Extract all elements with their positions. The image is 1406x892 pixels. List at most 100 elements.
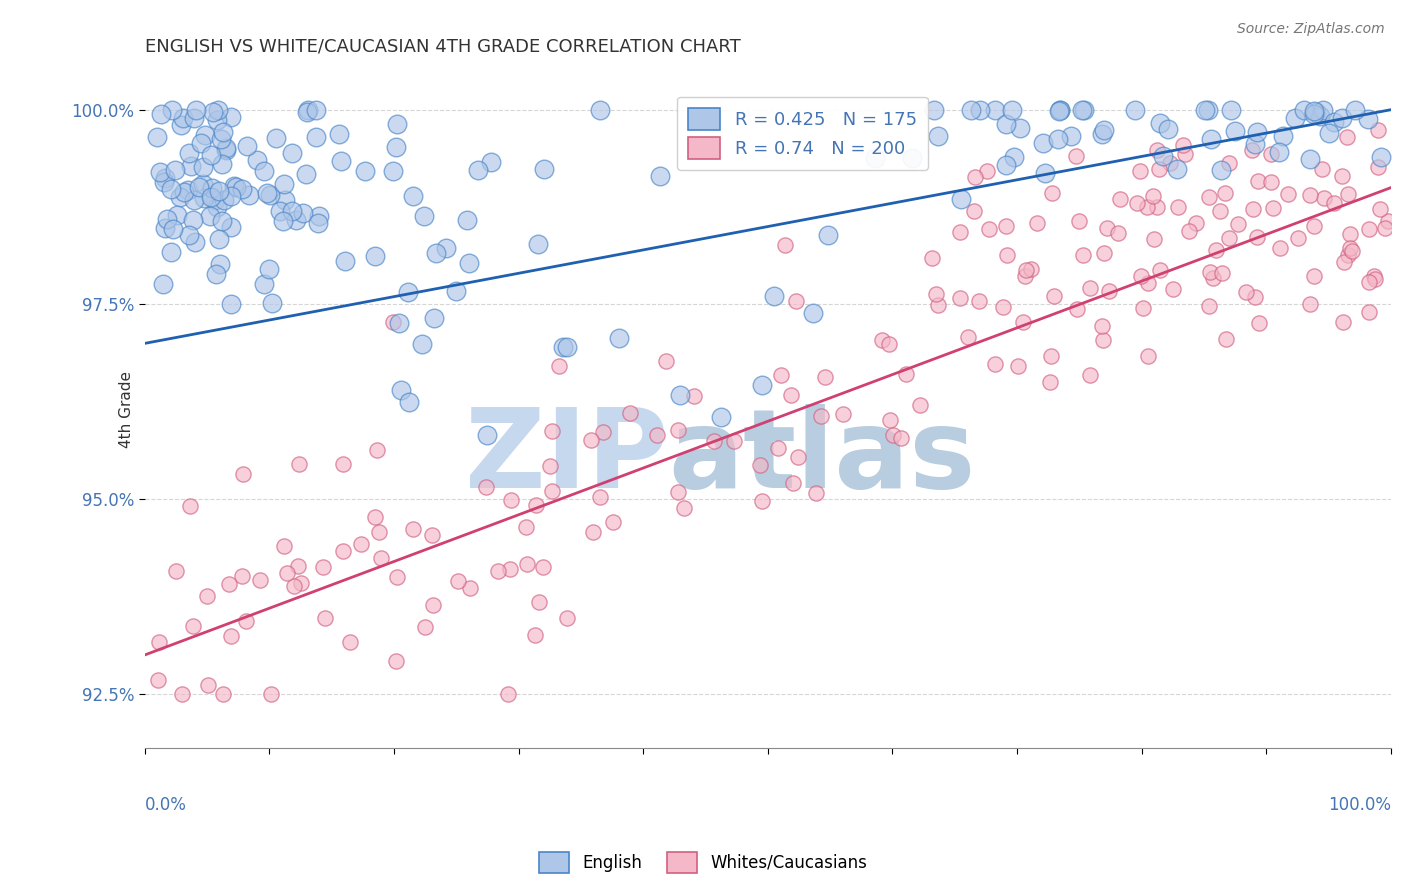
Point (1344, 103, 1367, 117)
Point (889, 431, 911, 445)
Point (456, 212, 478, 227)
Point (922, 103, 945, 117)
Point (1339, 227, 1361, 241)
Point (770, 368, 793, 382)
Point (949, 225, 972, 239)
Point (1064, 149, 1087, 163)
Point (1202, 271, 1225, 285)
Point (177, 183, 200, 197)
Point (1097, 221, 1119, 235)
Point (200, 147, 222, 161)
Point (479, 154, 502, 169)
Point (1249, 316, 1271, 330)
Point (957, 329, 980, 343)
Point (366, 442, 388, 457)
Point (1215, 332, 1237, 346)
Point (1317, 126, 1340, 140)
Point (1039, 376, 1062, 390)
Point (385, 654, 408, 668)
Point (1078, 368, 1101, 383)
Point (381, 315, 404, 329)
Point (314, 610, 336, 624)
Text: Source: ZipAtlas.com: Source: ZipAtlas.com (1237, 22, 1385, 37)
Point (153, 175, 176, 189)
Point (194, 128, 217, 142)
Point (420, 528, 443, 542)
Point (810, 409, 832, 424)
Point (1226, 218, 1249, 232)
Point (1040, 349, 1063, 363)
Point (260, 296, 283, 310)
Point (1032, 136, 1054, 150)
Point (863, 151, 886, 165)
Point (292, 206, 315, 220)
Point (1152, 149, 1174, 163)
Point (387, 570, 409, 584)
Point (1367, 160, 1389, 174)
Point (458, 581, 481, 595)
Point (995, 219, 1018, 234)
Point (411, 336, 433, 351)
Point (782, 476, 804, 491)
Point (1205, 244, 1227, 258)
Point (877, 337, 900, 351)
Point (1299, 188, 1322, 202)
Point (501, 493, 523, 508)
Point (329, 153, 352, 168)
Point (385, 140, 408, 154)
Point (253, 277, 276, 291)
Point (1358, 275, 1381, 289)
Point (775, 238, 797, 252)
Point (1066, 301, 1088, 316)
Point (231, 569, 253, 583)
Point (1008, 121, 1031, 136)
Point (339, 635, 361, 649)
Point (963, 170, 986, 185)
Point (1001, 103, 1024, 117)
Point (801, 306, 824, 320)
Point (388, 317, 411, 331)
Point (413, 620, 436, 634)
Point (1043, 288, 1066, 302)
Point (1146, 201, 1168, 215)
Point (1091, 334, 1114, 348)
Point (209, 132, 232, 146)
Point (180, 159, 202, 173)
Point (927, 297, 949, 311)
Point (1244, 290, 1267, 304)
Point (1357, 112, 1379, 126)
Point (703, 434, 725, 448)
Point (172, 111, 194, 125)
Point (1223, 124, 1246, 138)
Point (993, 300, 1015, 314)
Point (900, 151, 922, 165)
Point (1336, 248, 1358, 262)
Point (149, 165, 172, 179)
Point (269, 203, 291, 218)
Point (870, 333, 893, 347)
Point (832, 407, 855, 421)
Point (1070, 103, 1092, 117)
Point (201, 181, 224, 195)
Point (1302, 268, 1324, 283)
Point (1241, 143, 1264, 157)
Point (211, 687, 233, 701)
Point (260, 687, 283, 701)
Point (925, 286, 948, 301)
Point (264, 131, 287, 145)
Point (1261, 201, 1284, 215)
Point (364, 510, 387, 524)
Point (1171, 137, 1194, 152)
Point (249, 573, 271, 587)
Point (1208, 203, 1230, 218)
Point (1312, 103, 1334, 117)
Point (195, 589, 218, 603)
Point (152, 277, 174, 291)
Point (1177, 224, 1199, 238)
Text: atlas: atlas (668, 403, 976, 510)
Point (256, 186, 278, 201)
Point (1331, 169, 1354, 184)
Point (212, 125, 235, 139)
Point (602, 515, 624, 529)
Point (297, 103, 319, 117)
